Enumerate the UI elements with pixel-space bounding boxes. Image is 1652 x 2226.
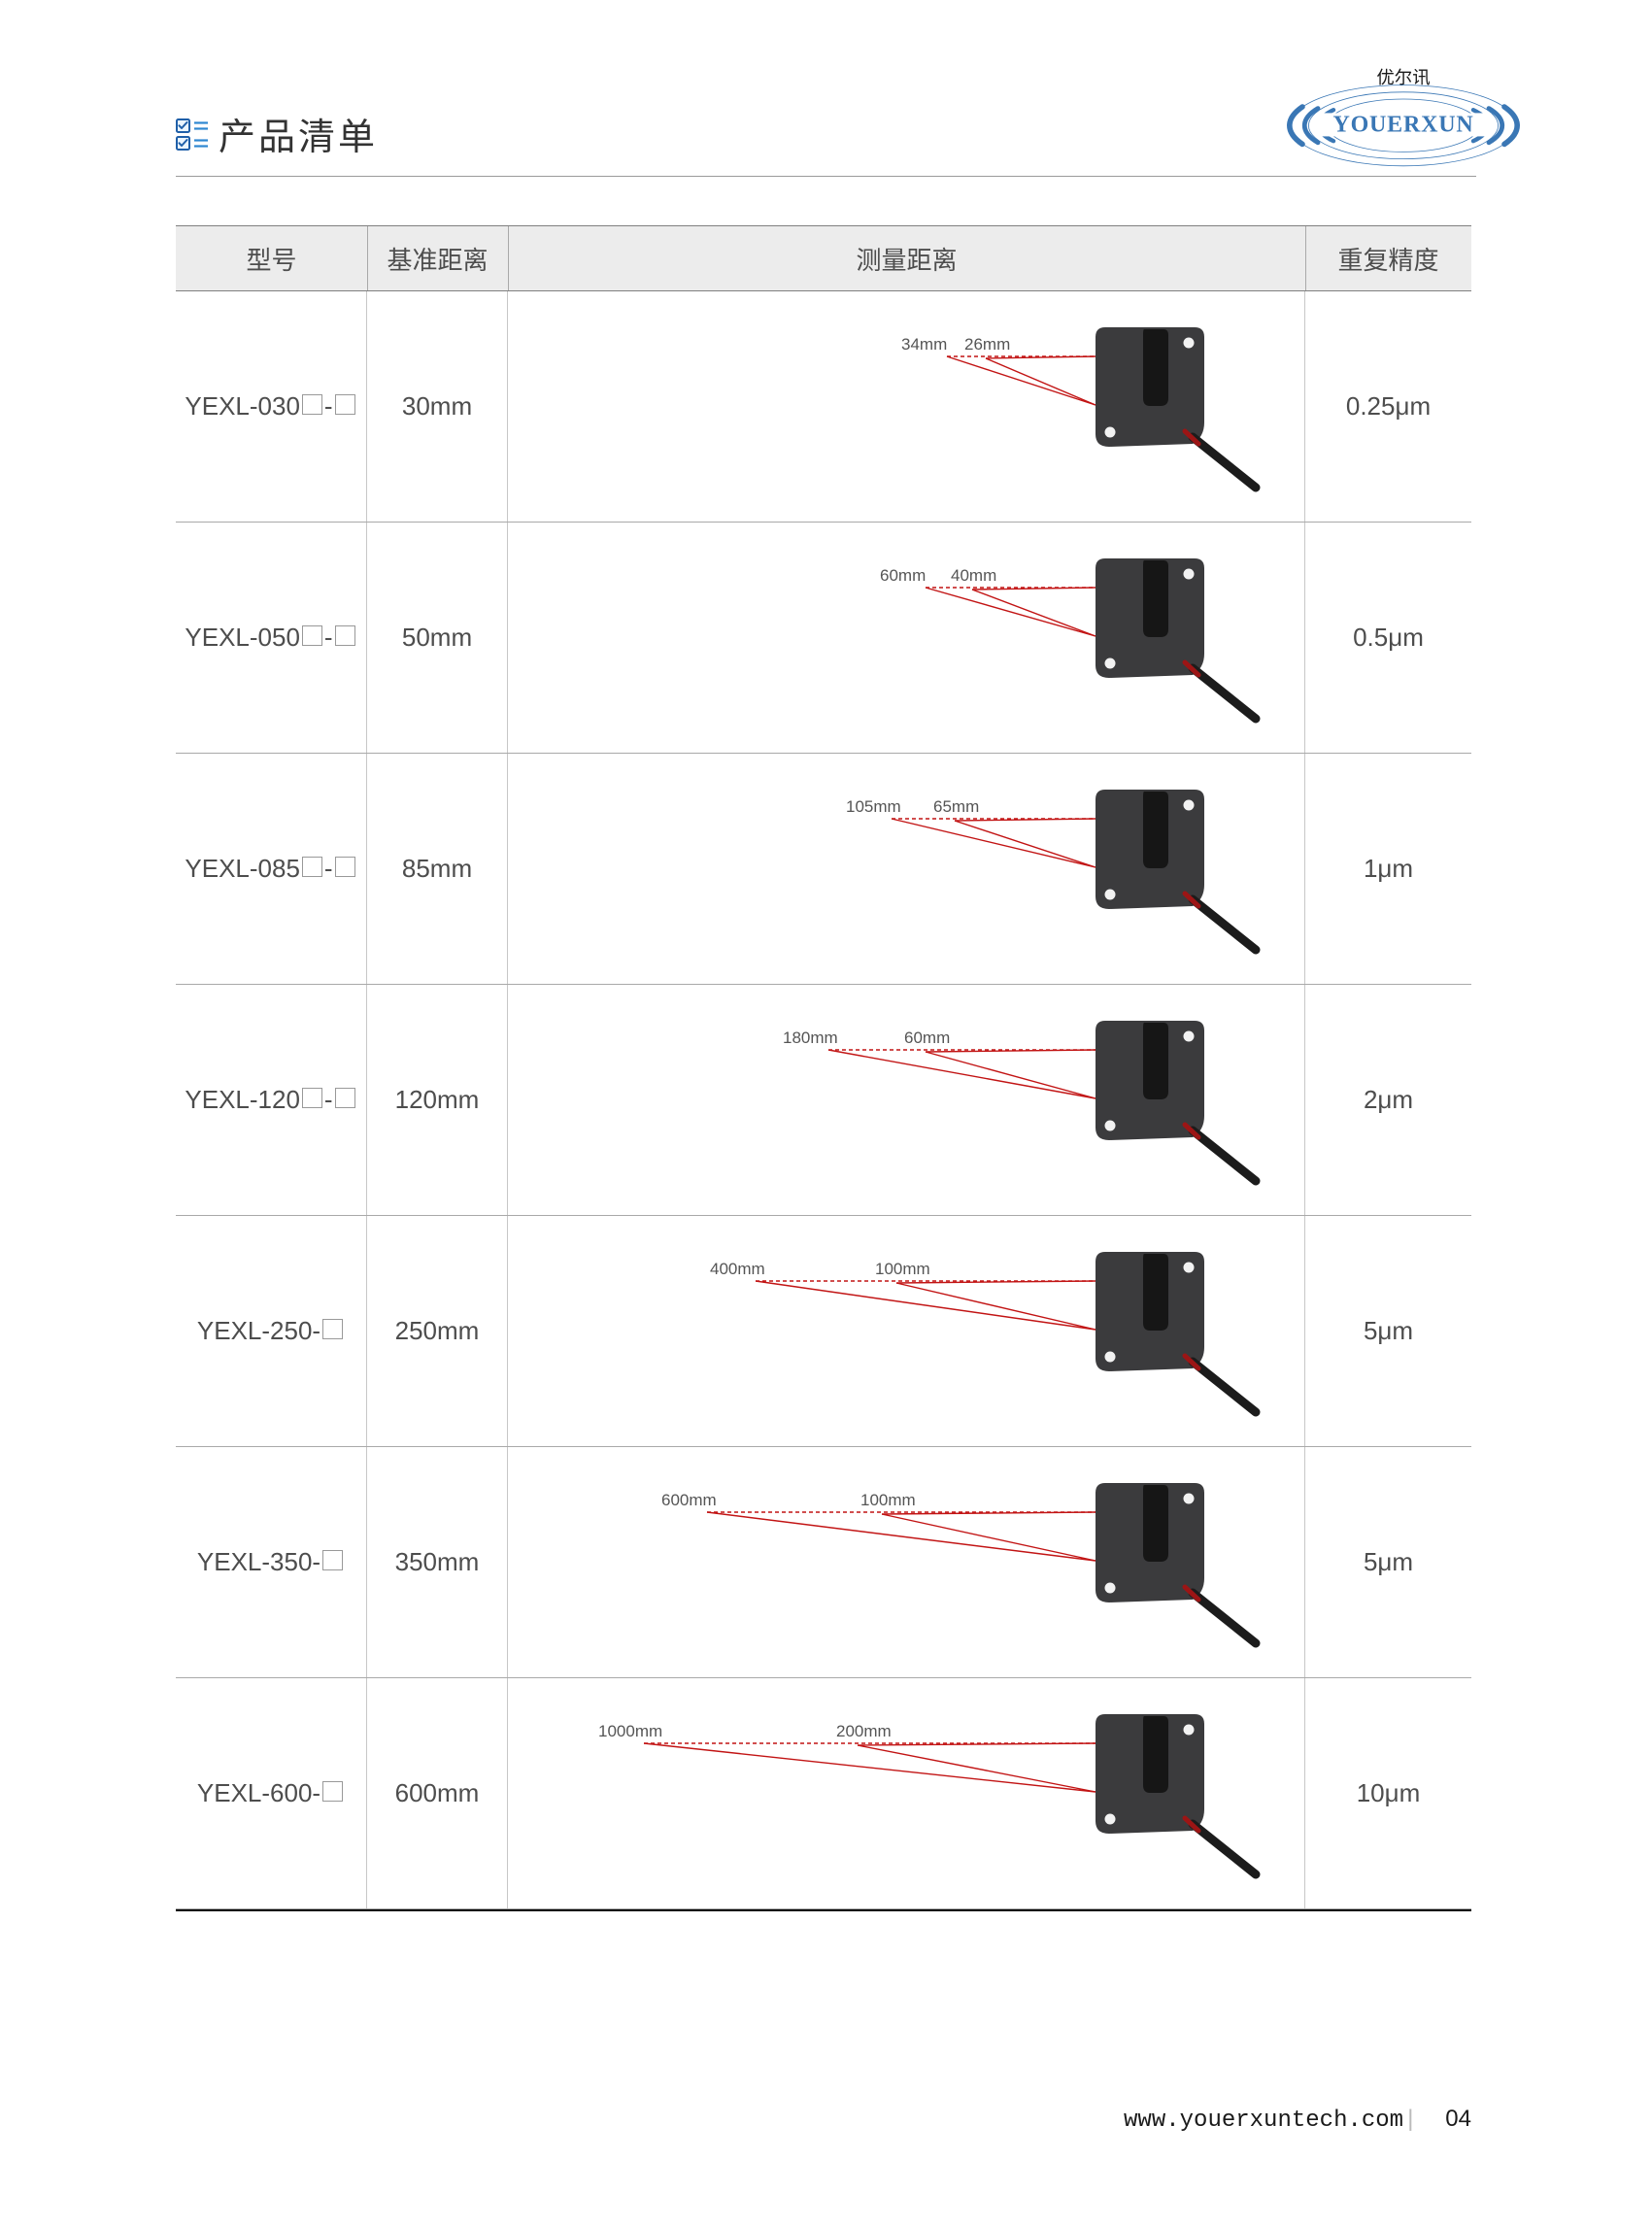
svg-text:优尔讯: 优尔讯: [1376, 68, 1430, 87]
svg-text:26mm: 26mm: [964, 335, 1010, 354]
svg-text:65mm: 65mm: [933, 797, 979, 816]
svg-text:40mm: 40mm: [951, 566, 996, 585]
svg-text:100mm: 100mm: [875, 1260, 930, 1278]
svg-text:1000mm: 1000mm: [598, 1722, 662, 1740]
svg-text:105mm: 105mm: [846, 797, 901, 816]
svg-text:60mm: 60mm: [904, 1029, 950, 1047]
svg-text:YOUERXUN: YOUERXUN: [1332, 113, 1473, 138]
svg-text:200mm: 200mm: [836, 1722, 892, 1740]
svg-text:400mm: 400mm: [710, 1260, 765, 1278]
svg-text:600mm: 600mm: [661, 1491, 717, 1509]
svg-text:180mm: 180mm: [783, 1029, 838, 1047]
svg-text:34mm: 34mm: [901, 335, 947, 354]
svg-text:100mm: 100mm: [860, 1491, 916, 1509]
svg-text:60mm: 60mm: [880, 566, 926, 585]
